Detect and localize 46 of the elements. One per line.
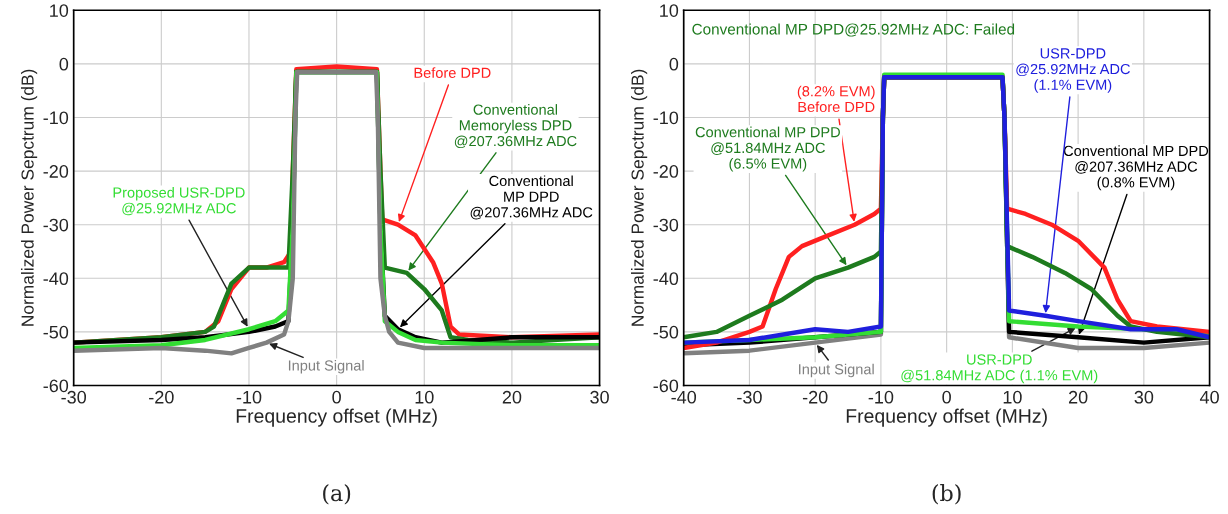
y-tick-label: -50: [653, 325, 679, 339]
x-tick-label: -20: [149, 390, 174, 404]
x-tick-label: 40: [1199, 390, 1219, 404]
y-axis-title: Normalized Power Sepctrum (dB): [20, 69, 38, 326]
series-label: USR-DPD @25.92MHz ADC (1.1% EVM): [1016, 48, 1130, 93]
y-tick-label: 0: [669, 57, 679, 71]
y-tick-label: -40: [653, 272, 679, 286]
y-tick-label: -40: [43, 272, 69, 286]
text: Conventional MP DPD @51.84MHz ADC (6.5% EVM): [695, 126, 840, 172]
text: (a): [323, 484, 351, 505]
series-label: Input Signal: [288, 359, 364, 374]
text: Conventional MP DPD @207.36MHz ADC (0.8% EVM): [1063, 145, 1209, 191]
y-tick-label: -10: [653, 111, 679, 125]
series-label: Input Signal: [799, 363, 874, 378]
annotation: Conventional MP DPD@25.92MHz ADC: Failed: [692, 23, 1015, 37]
x-tick-label: -10: [236, 390, 262, 404]
x-tick-label: 10: [1003, 390, 1022, 404]
y-tick-label: -30: [653, 218, 679, 232]
series-label: USR-DPD @51.84MHz ADC (1.1% EVM): [901, 354, 1098, 384]
x-tick-label: -10: [868, 390, 894, 404]
x-tick-label: 20: [502, 390, 522, 404]
text: Conventional MP DPD @207.36MHz ADC: [470, 175, 593, 220]
text: (b): [932, 484, 961, 505]
y-tick-label: -20: [653, 165, 679, 178]
x-tick-label: 0: [942, 390, 951, 404]
text: Proposed USR-DPD @25.92MHz ADC: [113, 186, 245, 216]
x-axis-title: Frequency offset (MHz): [846, 408, 1047, 427]
y-tick-label: -30: [43, 218, 69, 232]
y-tick-label: -20: [43, 165, 69, 178]
x-axis-title: Frequency offset (MHz): [236, 408, 437, 427]
y-tick-label: 10: [50, 4, 69, 17]
x-tick-label: 30: [1134, 390, 1154, 404]
x-tick-label: 0: [332, 390, 341, 404]
text: Conventional Memoryless DPD @207.36MHz ADC: [454, 104, 577, 149]
y-tick-label: -10: [43, 111, 69, 125]
x-tick-label: 20: [1068, 390, 1088, 404]
y-tick-label: -50: [43, 325, 69, 339]
series-label: (8.2% EVM) Before DPD: [797, 85, 875, 113]
x-tick-label: 10: [415, 390, 434, 404]
x-tick-label: 30: [590, 390, 609, 404]
y-tick-label: 10: [660, 4, 679, 17]
x-tick-label: -30: [737, 390, 762, 404]
text: Before DPD: [414, 67, 491, 78]
x-tick-label: -20: [802, 390, 828, 404]
y-tick-label: 0: [59, 57, 69, 71]
y-axis-title: Normalized Power Sepctrum (dB): [631, 69, 648, 326]
